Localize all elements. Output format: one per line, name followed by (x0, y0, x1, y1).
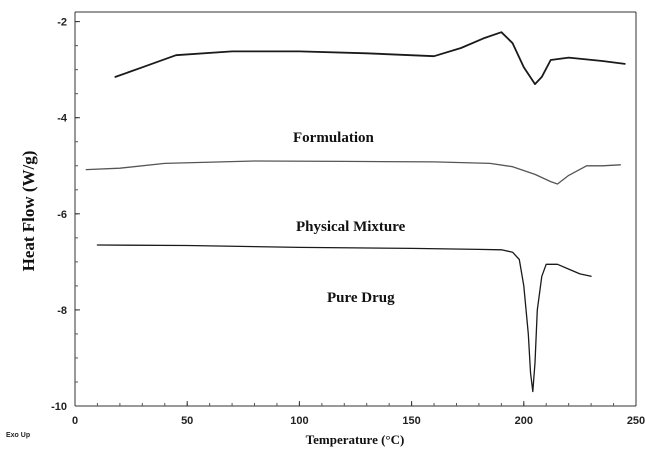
series-label-physical-mixture: Physical Mixture (296, 219, 406, 235)
curve-labels: Formulation Physical Mixture Pure Drug (293, 130, 406, 306)
x-tick-label: 150 (402, 415, 420, 427)
y-tick-label: -10 (51, 401, 67, 413)
exo-up-note: Exo Up (6, 432, 30, 439)
x-tick-label: 200 (515, 415, 533, 427)
plot-frame (74, 11, 637, 407)
curves (85, 31, 626, 393)
x-tick-label: 50 (181, 415, 193, 427)
minor-ticks (74, 21, 637, 407)
x-tick-labels: 0 50 100 150 200 250 (72, 401, 645, 427)
x-tick-label: 250 (627, 415, 645, 427)
series-label-formulation: Formulation (293, 130, 374, 146)
y-tick-label: -4 (57, 113, 68, 125)
y-axis-title: Heat Flow (W/g) (19, 151, 38, 272)
series-line-formulation (114, 31, 626, 85)
y-tick-labels: -2 -4 -6 -8 -10 (51, 17, 80, 413)
x-tick-label: 100 (290, 415, 308, 427)
series-line-physical-mixture (85, 160, 621, 185)
y-tick-label: -2 (57, 17, 67, 29)
series-line-pure-drug (96, 244, 592, 393)
x-tick-label: 0 (72, 415, 78, 427)
x-axis-title: Temperature (°C) (306, 432, 405, 447)
y-tick-label: -6 (57, 209, 67, 221)
y-tick-label: -8 (57, 305, 67, 317)
series-label-pure-drug: Pure Drug (327, 290, 395, 306)
